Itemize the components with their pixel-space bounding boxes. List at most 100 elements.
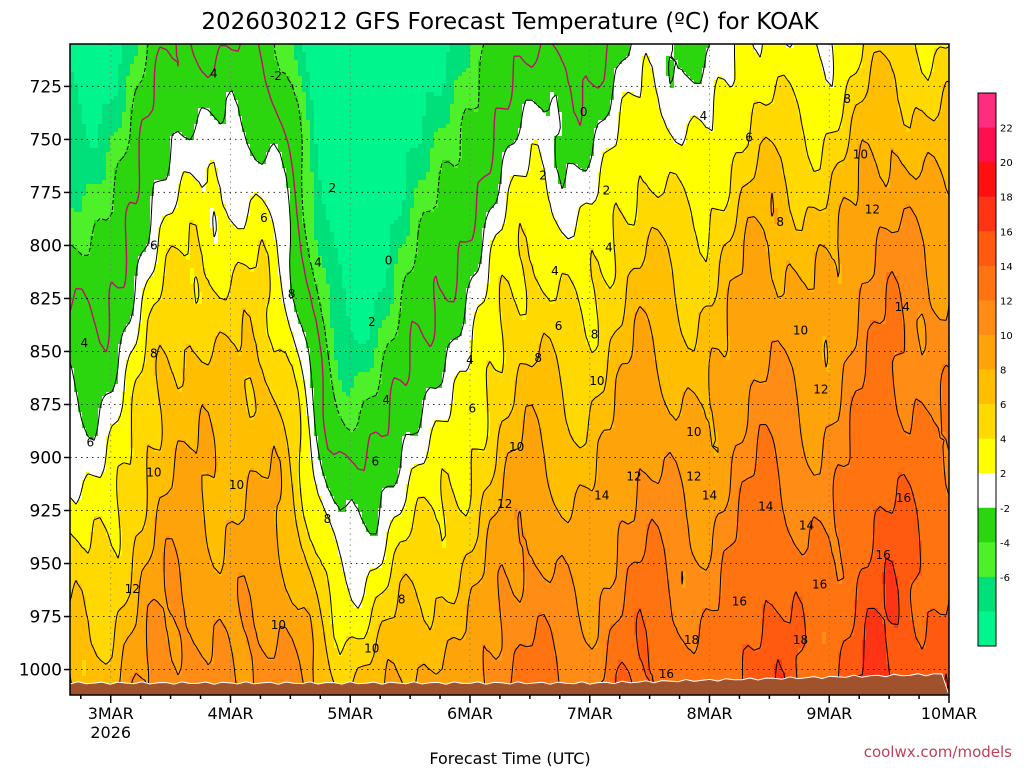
isotherm-line (130, 206, 949, 695)
colorbar-swatch (978, 231, 996, 267)
ground-fill (70, 673, 949, 695)
plot-frame (69, 43, 950, 696)
y-tick-label: 925 (30, 502, 62, 522)
colorbar-swatch (978, 162, 996, 198)
colorbar-swatch (978, 438, 996, 474)
isotherm-label: 4 (466, 353, 474, 367)
isotherm-line (70, 44, 609, 472)
isotherm-line (70, 50, 949, 695)
colorbar-label: 18 (1000, 193, 1013, 204)
chart-title: 2026030212 GFS Forecast Temperature (ºC)… (201, 9, 819, 35)
isotherm-label: 12 (626, 470, 641, 484)
isotherm-label: 6 (372, 455, 380, 469)
x-tick-year-label: 2026 (90, 723, 131, 742)
colorbar-label: -6 (1000, 573, 1010, 584)
isotherm-label: 4 (210, 67, 218, 81)
colorbar-swatch (978, 265, 996, 301)
isotherm-label: 16 (812, 578, 827, 592)
isotherm-label: 2 (328, 181, 336, 195)
isotherm-label: 12 (865, 202, 880, 216)
colorbar-swatch (978, 127, 996, 163)
isotherm-label: 4 (700, 109, 708, 123)
colorbar-swatch (978, 93, 996, 129)
isotherm-line (70, 44, 485, 433)
colorbar-swatch (978, 369, 996, 405)
y-tick-label: 850 (30, 342, 62, 362)
isotherm-label: 4 (382, 393, 390, 407)
x-tick-label: 10MAR (921, 704, 977, 723)
colorbar-label: 22 (1000, 124, 1013, 135)
colorbar-label: 20 (1000, 158, 1013, 169)
isotherm-label: 6 (469, 402, 477, 416)
y-tick-label: 900 (30, 449, 62, 469)
colorbar-swatch (978, 473, 996, 509)
isotherm-label: 10 (229, 478, 244, 492)
isotherm-label: 8 (591, 328, 599, 342)
isotherm-label: 12 (497, 497, 512, 511)
isotherm-label: 10 (509, 440, 524, 454)
colorbar-frame (977, 92, 997, 647)
colorbar-swatch (978, 611, 996, 647)
isotherm-label: 6 (260, 211, 268, 225)
isotherm-label: -2 (270, 69, 282, 83)
isotherm-label: 8 (776, 215, 784, 229)
y-tick-label: 950 (30, 555, 62, 575)
colorbar-swatch (978, 507, 996, 543)
isotherm-label: 0 (385, 253, 393, 267)
colorbar-swatch (978, 300, 996, 336)
isotherm-label: 8 (324, 512, 332, 526)
colorbar-swatch (978, 576, 996, 612)
y-tick-label: 825 (30, 289, 62, 309)
isotherm-label: 10 (146, 465, 161, 479)
isotherm-label: 4 (314, 255, 322, 269)
ground-surface (70, 673, 949, 695)
colorbar-label: 14 (1000, 262, 1013, 273)
y-tick-label: 800 (30, 236, 62, 256)
x-tick-label: 3MAR (88, 704, 134, 723)
y-tick-label: 725 (30, 77, 62, 97)
x-axis-label: Forecast Time (UTC) (429, 749, 590, 768)
isotherm-label: 12 (813, 383, 828, 397)
isotherm-label: 16 (732, 595, 747, 609)
isotherm-label: 12 (125, 582, 140, 596)
y-axis: 725 750 775 800 825 850 875 900 925 950 975 1000 (19, 77, 70, 681)
y-tick-label: 775 (30, 183, 62, 203)
isotherm-label: 10 (271, 618, 286, 632)
isotherm-label: 2 (539, 168, 547, 182)
isotherm-label: 8 (843, 92, 851, 106)
isotherm-label: 18 (793, 633, 808, 647)
colorbar-swatch (978, 542, 996, 578)
x-tick-label: 7MAR (567, 704, 613, 723)
grid (70, 44, 949, 695)
isotherm-label: 6 (555, 319, 563, 333)
colorbar-label: 4 (1000, 435, 1006, 446)
colorbar-swatch (978, 404, 996, 440)
colorbar-swatch (978, 334, 996, 370)
isotherm-label: 2 (603, 183, 611, 197)
isotherm-label: 10 (589, 374, 604, 388)
colorbar-label: 12 (1000, 296, 1013, 307)
x-tick-label: 6MAR (447, 704, 493, 723)
source-watermark: coolwx.com/models (864, 743, 1012, 761)
isotherm-line (70, 139, 949, 695)
colorbar-swatch (978, 196, 996, 232)
isotherm-label: 14 (895, 300, 910, 314)
y-tick-label: 1000 (19, 661, 62, 681)
isotherm-label: 10 (686, 425, 701, 439)
isotherm-line (70, 44, 834, 609)
colorbar-label: 2 (1000, 469, 1006, 480)
isotherm-label: 6 (745, 130, 753, 144)
colorbar-label: 10 (1000, 331, 1013, 342)
x-tick-label: 4MAR (207, 704, 253, 723)
x-tick-label: 8MAR (686, 704, 732, 723)
colorbar-label: -2 (1000, 504, 1010, 515)
isotherm-label: 2 (368, 315, 376, 329)
colorbar-label: 6 (1000, 400, 1006, 411)
isotherm-label: 8 (288, 287, 296, 301)
colorbar-label: 16 (1000, 227, 1013, 238)
isotherm-line (70, 44, 949, 656)
isotherm-label: 14 (758, 499, 773, 513)
isotherm-label: 0 (580, 105, 588, 119)
isotherm-label: 14 (702, 489, 717, 503)
